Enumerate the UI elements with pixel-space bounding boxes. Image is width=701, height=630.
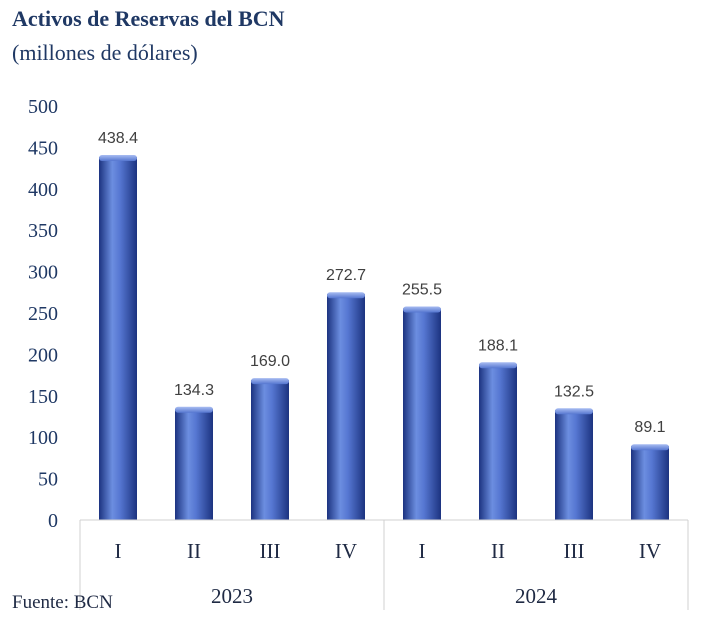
bar [327, 292, 365, 520]
x-tick-label: IV [639, 539, 661, 563]
bars [99, 155, 669, 520]
bar-cap [479, 362, 517, 369]
bar [403, 306, 441, 520]
y-tick-label: 300 [28, 262, 58, 284]
chart-subtitle: (millones de dólares) [12, 40, 198, 65]
y-tick-label: 100 [28, 427, 58, 449]
bar [631, 444, 669, 520]
x-tick-label: III [260, 539, 281, 563]
x-tick-label: III [564, 539, 585, 563]
bar-body [631, 446, 669, 520]
y-tick-label: 450 [28, 137, 58, 159]
x-tick-label: I [115, 539, 122, 563]
chart-title: Activos de Reservas del BCN [12, 6, 285, 31]
data-label: 132.5 [554, 383, 594, 400]
x-group-label: 2023 [211, 584, 253, 608]
bar [251, 378, 289, 520]
y-tick-label: 350 [28, 220, 58, 242]
y-tick-label: 150 [28, 386, 58, 408]
bar-cap [555, 408, 593, 415]
y-tick-label: 50 [38, 469, 58, 491]
y-tick-label: 0 [48, 510, 58, 532]
y-tick-label: 250 [28, 303, 58, 325]
y-tick-label: 200 [28, 344, 58, 366]
y-tick-label: 400 [28, 179, 58, 201]
bar-cap [403, 306, 441, 313]
x-tick-label: I [419, 539, 426, 563]
bar-body [555, 410, 593, 520]
bar [175, 406, 213, 520]
data-label: 255.5 [402, 281, 442, 298]
data-label: 89.1 [634, 419, 665, 436]
bar-body [99, 157, 137, 520]
data-label: 272.7 [326, 267, 366, 284]
data-labels: 438.4 134.3 169.0 272.7 255.5 188.1 132.5 89.1 [98, 130, 666, 436]
x-group-label: 2024 [515, 584, 558, 608]
data-label: 438.4 [98, 130, 138, 147]
bar-body [175, 408, 213, 520]
bar [99, 155, 137, 520]
bar-cap [99, 155, 137, 162]
bar-cap [175, 406, 213, 413]
bar-body [251, 380, 289, 520]
y-axis: 0 50 100 150 200 250 300 350 400 450 500 [28, 96, 58, 532]
y-tick-label: 500 [28, 96, 58, 118]
bar [479, 362, 517, 520]
bar-cap [327, 292, 365, 299]
bar-cap [251, 378, 289, 385]
data-label: 188.1 [478, 337, 518, 354]
source-note: Fuente: BCN [12, 592, 113, 613]
x-tick-label: II [491, 539, 505, 563]
bar-body [327, 294, 365, 520]
x-tick-label: IV [335, 539, 357, 563]
data-label: 169.0 [250, 353, 290, 370]
bar [555, 408, 593, 520]
bar-cap [631, 444, 669, 451]
bar-body [479, 364, 517, 520]
x-tick-label: II [187, 539, 201, 563]
data-label: 134.3 [174, 382, 214, 399]
bar-body [403, 308, 441, 520]
